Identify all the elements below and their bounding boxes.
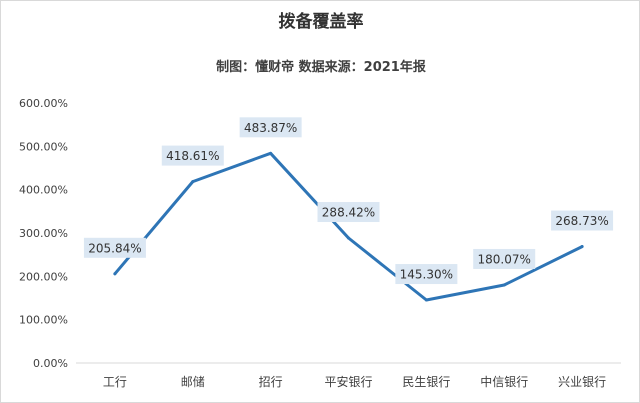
data-point [113,272,117,276]
data-point [191,180,195,184]
y-tick-label: 100.00% [19,314,68,327]
data-label-background [395,264,458,285]
chart-subtitle: 制图：懂财帝 数据来源：2021年报 [216,59,427,75]
y-axis-ticks: 0.00% 100.00% 200.00% 300.00% 400.00% 500.00%… [19,97,68,370]
data-labels-group: 205.84% 418.61% 483.87% 288.42% 145.30% 180.0… [83,117,614,285]
data-label-background [551,210,614,231]
data-label: 180.07% [478,252,531,266]
data-label-background [317,202,380,223]
data-point [347,236,350,240]
data-label: 268.73% [555,214,608,228]
y-tick-label: 400.00% [19,184,68,197]
y-tick-label: 200.00% [19,270,68,283]
x-tick-label: 民生银行 [402,375,450,389]
data-point [424,298,428,302]
x-tick-label: 平安银行 [324,374,372,389]
series-group [113,151,584,302]
y-tick-label: 500.00% [19,140,68,153]
y-tick-label: 600.00% [19,97,68,110]
data-label-background [161,145,224,166]
data-label: 205.84% [88,241,141,255]
x-tick-label: 邮储 [181,374,205,389]
x-tick-label: 招行 [259,375,283,389]
series-line [113,151,584,302]
y-tick-label: 0.00% [33,357,68,370]
data-label: 145.30% [400,268,453,282]
data-label-background [473,248,536,269]
x-tick-label: 中信银行 [480,374,528,389]
x-tick-label: 兴业银行 [558,375,606,389]
data-point [502,283,506,287]
x-tick-label: 工行 [103,375,127,389]
x-axis-ticks: 工行 邮储 招行 平安银行 民生银行 中信银行 兴业银行 [103,374,606,389]
data-label: 483.87% [244,121,297,135]
data-label: 418.61% [166,149,219,163]
data-label-background [83,237,146,258]
data-point [580,245,584,249]
chart-title: 拨备覆盖率 [279,11,364,32]
y-tick-label: 300.00% [19,227,68,240]
data-label: 288.42% [322,206,375,220]
data-point [269,151,273,155]
data-label-background [239,117,302,138]
